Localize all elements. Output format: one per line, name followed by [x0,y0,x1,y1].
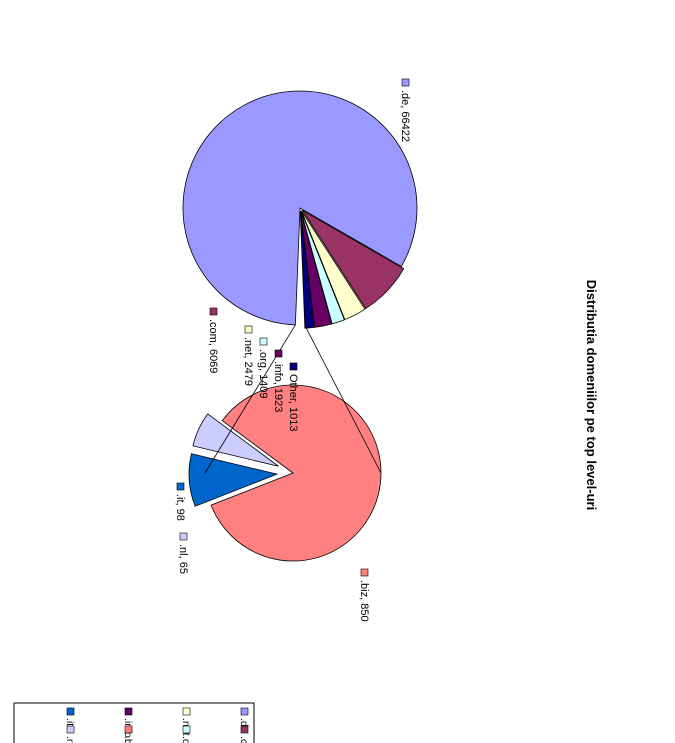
legend-label-biz: .biz [122,736,134,743]
data-label-it: .it, 98 [174,482,186,521]
data-label-swatch-nl [179,532,188,541]
data-label-swatch-it [176,482,185,491]
legend-item-org: .org [180,725,192,743]
legend-item-com: .com [238,725,250,743]
data-label-text-net: .net, 2479 [242,337,254,386]
legend-swatch-biz [124,725,133,734]
data-label-swatch-com [209,307,218,316]
data-label-info: .info, 1923 [272,349,284,412]
data-label-swatch-net [244,325,253,334]
data-label-text-com: .com, 6069 [207,319,219,373]
data-label-text-biz: .biz, 850 [358,580,370,622]
legend-item-it: .it [64,707,76,726]
legend-item-biz: .biz [122,725,134,743]
secondary-pie [188,384,382,562]
legend-swatch-com [240,725,249,734]
data-label-swatch-other [289,362,298,371]
data-label-net: .net, 2479 [242,325,254,386]
data-label-nl: .nl, 65 [177,532,189,574]
legend-label-org: .org [180,736,192,743]
legend: .de.com.net.org.info.biz.it.nl [13,702,255,743]
main-pie [182,90,418,329]
pie-slice-biz [210,384,382,562]
data-label-biz: .biz, 850 [358,568,370,622]
legend-label-nl: .nl [64,736,76,743]
legend-swatch-it [66,707,75,716]
data-label-com: .com, 6069 [207,307,219,373]
connector-line-bottom [204,324,296,474]
data-label-text-info: .info, 1923 [272,361,284,412]
data-label-de: .de, 66422 [399,78,411,142]
legend-label-com: .com [238,736,250,743]
chart-title: Distributia domeniilor pe top level-uri [584,280,599,510]
legend-item-nl: .nl [64,725,76,743]
legend-swatch-de [240,707,249,716]
pie-slice-com [302,209,405,310]
pie-slice-nl [192,413,279,467]
pie-slice-org [300,210,345,325]
data-label-swatch-biz [360,568,369,577]
data-label-other: Other, 1013 [287,362,299,432]
connector-line-top [304,324,382,474]
pie-slice-net [301,210,366,321]
data-label-text-it: .it, 98 [174,494,186,521]
data-label-text-other: Other, 1013 [287,374,299,432]
data-label-org: .org, 1409 [257,337,269,399]
legend-frame [13,702,255,743]
legend-swatch-nl [66,725,75,734]
pie-slice-other [299,211,315,329]
data-label-text-nl: .nl, 65 [177,544,189,574]
data-label-swatch-org [259,337,268,346]
legend-swatch-info [124,707,133,716]
connector-lines [204,324,382,474]
pie-slice-it [188,453,279,507]
data-label-swatch-info [274,349,283,358]
legend-item-info: .info [122,707,134,738]
slice-labels: .de, 66422 .com, 6069 .net, 2479 .org, 1409… [174,78,411,622]
data-label-swatch-de [401,78,410,87]
legend-swatch-net [182,707,191,716]
legend-label-it: .it [64,718,76,726]
pie-slice-de [182,90,418,326]
data-label-text-org: .org, 1409 [257,349,269,399]
legend-swatch-org [182,725,191,734]
data-label-text-de: .de, 66422 [399,90,411,142]
